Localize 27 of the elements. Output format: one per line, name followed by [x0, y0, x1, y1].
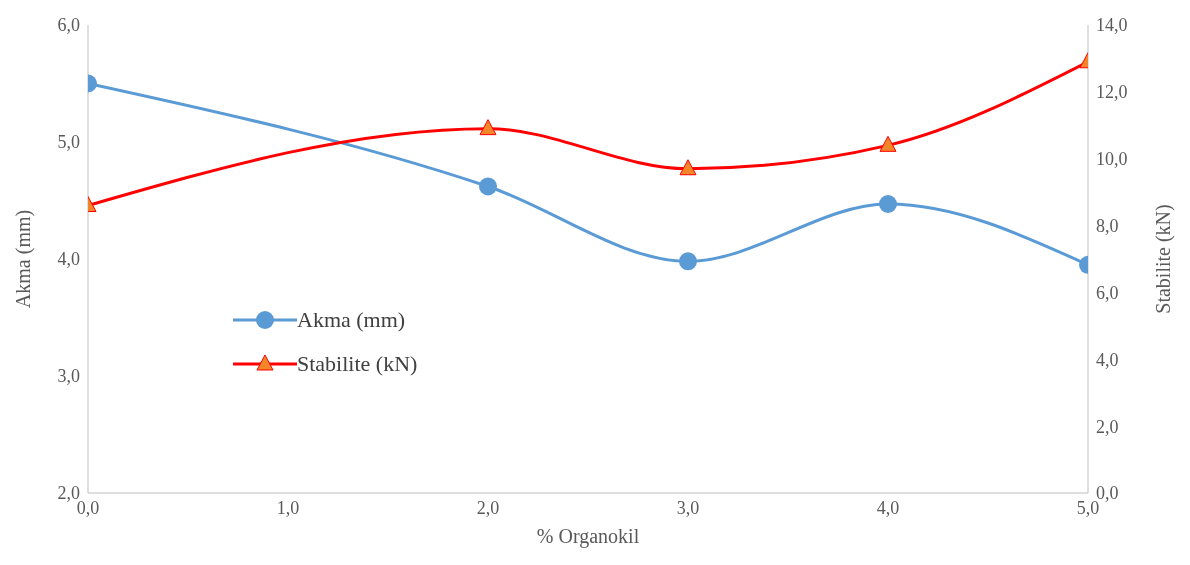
x-axis-title: % Organokil	[536, 525, 640, 548]
x-tick-label: 2,0	[476, 497, 500, 518]
x-tick-label: 4,0	[876, 497, 900, 518]
y-tick-label: 5,0	[57, 132, 80, 153]
y2-tick-label: 12,0	[1096, 82, 1128, 103]
y2-tick-label: 2,0	[1096, 416, 1119, 437]
y2-tick-label: 4,0	[1096, 349, 1119, 370]
x-tick-label: 3,0	[676, 497, 700, 518]
legend-label: Stabilite (kN)	[297, 351, 418, 377]
point	[479, 177, 497, 196]
y2-tick-label: 10,0	[1096, 149, 1128, 170]
x-tick-label: 1,0	[276, 497, 300, 518]
point	[679, 159, 697, 176]
y-tick-label: 4,0	[57, 249, 80, 270]
y2-tick-label: 14,0	[1096, 15, 1128, 36]
y2-tick-label: 8,0	[1096, 215, 1119, 236]
legend-label: Akma (mm)	[297, 307, 406, 333]
y2-tick-label: 6,0	[1096, 282, 1119, 303]
y-tick-label: 3,0	[57, 366, 80, 387]
point	[479, 119, 497, 136]
x-tick-label: 5,0	[1076, 497, 1100, 518]
point	[879, 135, 897, 152]
y-tick-label: 6,0	[57, 15, 80, 36]
point	[879, 195, 897, 214]
y-axis-title: Akma (mm)	[12, 209, 36, 309]
y2-axis-title: Stabilite (kN)	[1152, 204, 1176, 314]
point	[679, 252, 697, 271]
